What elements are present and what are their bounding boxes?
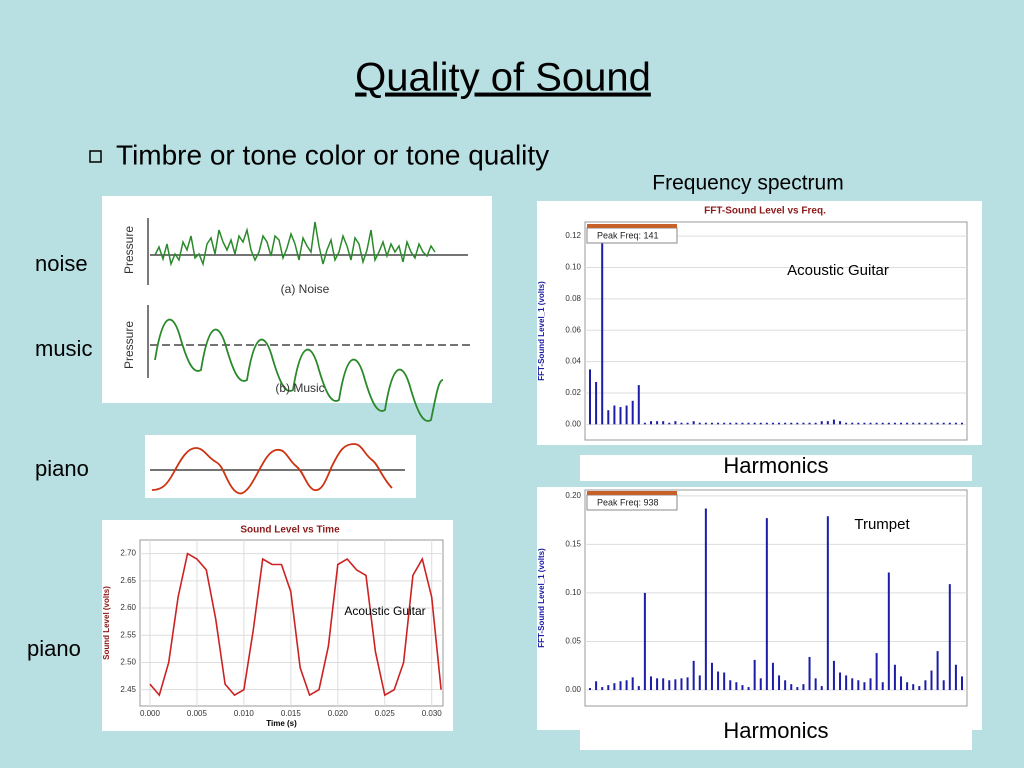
noise-wave	[154, 221, 436, 267]
x-tick-label: 0.030	[422, 709, 443, 718]
side-label: piano	[27, 636, 81, 661]
x-tick-label: 0.000	[140, 709, 161, 718]
bullet-icon	[89, 150, 102, 163]
bullet-text: Timbre or tone color or tone quality	[116, 139, 549, 170]
spectrum-heading: Frequency spectrum	[652, 172, 843, 195]
peak-bar	[587, 491, 677, 495]
y-axis-label: Sound Level (volts)	[102, 586, 111, 660]
y-tick-label: 0.10	[565, 263, 581, 272]
y-tick-label: 2.45	[120, 685, 136, 694]
piano-wave	[151, 443, 393, 495]
y-tick-label: 0.00	[565, 685, 581, 694]
y-tick-label: 0.00	[565, 419, 581, 428]
x-tick-label: 0.020	[328, 709, 349, 718]
harmonics-label: Harmonics	[723, 453, 828, 478]
chart-title: Sound Level vs Time	[240, 525, 340, 536]
x-axis-label: Time (s)	[266, 719, 297, 728]
harmonics-label: Harmonics	[723, 718, 828, 743]
y-tick-label: 0.10	[565, 588, 581, 597]
y-tick-label: 0.12	[565, 231, 581, 240]
chart-title: FFT-Sound Level vs Freq.	[704, 206, 826, 217]
y-tick-label: 0.20	[565, 491, 581, 500]
caption: (a) Noise	[281, 282, 330, 296]
x-tick-label: 0.025	[375, 709, 396, 718]
annotation: Acoustic Guitar	[344, 604, 425, 618]
y-axis-label: FFT-Sound Level_1 (volts)	[537, 548, 546, 648]
axis-label: Pressure	[122, 226, 136, 274]
y-tick-label: 2.50	[120, 658, 136, 667]
y-tick-label: 0.06	[565, 325, 581, 334]
y-tick-label: 0.02	[565, 388, 581, 397]
annotation: Acoustic Guitar	[787, 262, 889, 279]
plot-area	[584, 221, 968, 441]
y-tick-label: 2.55	[120, 630, 136, 639]
music-wave	[154, 318, 444, 422]
peak-label: Peak Freq: 938	[597, 497, 659, 507]
x-tick-label: 0.015	[281, 709, 302, 718]
axis-label: Pressure	[122, 321, 136, 369]
plot-area	[139, 539, 444, 707]
y-tick-label: 0.05	[565, 637, 581, 646]
caption: (b) Music	[275, 381, 324, 395]
side-label: noise	[35, 251, 88, 276]
y-tick-label: 2.65	[120, 576, 136, 585]
slide-title: Quality of Sound	[355, 56, 651, 100]
side-label: music	[35, 336, 92, 361]
piano-sketch	[145, 435, 416, 498]
peak-label: Peak Freq: 141	[597, 230, 659, 240]
y-tick-label: 2.60	[120, 603, 136, 612]
annotation: Trumpet	[854, 516, 910, 533]
side-label: piano	[35, 456, 89, 481]
y-tick-label: 0.15	[565, 539, 581, 548]
y-tick-label: 0.04	[565, 357, 581, 366]
y-tick-label: 0.08	[565, 294, 581, 303]
y-axis-label: FFT-Sound Level_1 (volts)	[537, 281, 546, 381]
x-tick-label: 0.010	[234, 709, 255, 718]
peak-bar	[587, 224, 677, 228]
data-line	[149, 552, 442, 697]
label-strip	[580, 455, 972, 481]
x-tick-label: 0.005	[187, 709, 208, 718]
y-tick-label: 2.70	[120, 549, 136, 558]
label-strip	[580, 718, 972, 750]
plot-area	[584, 489, 968, 707]
